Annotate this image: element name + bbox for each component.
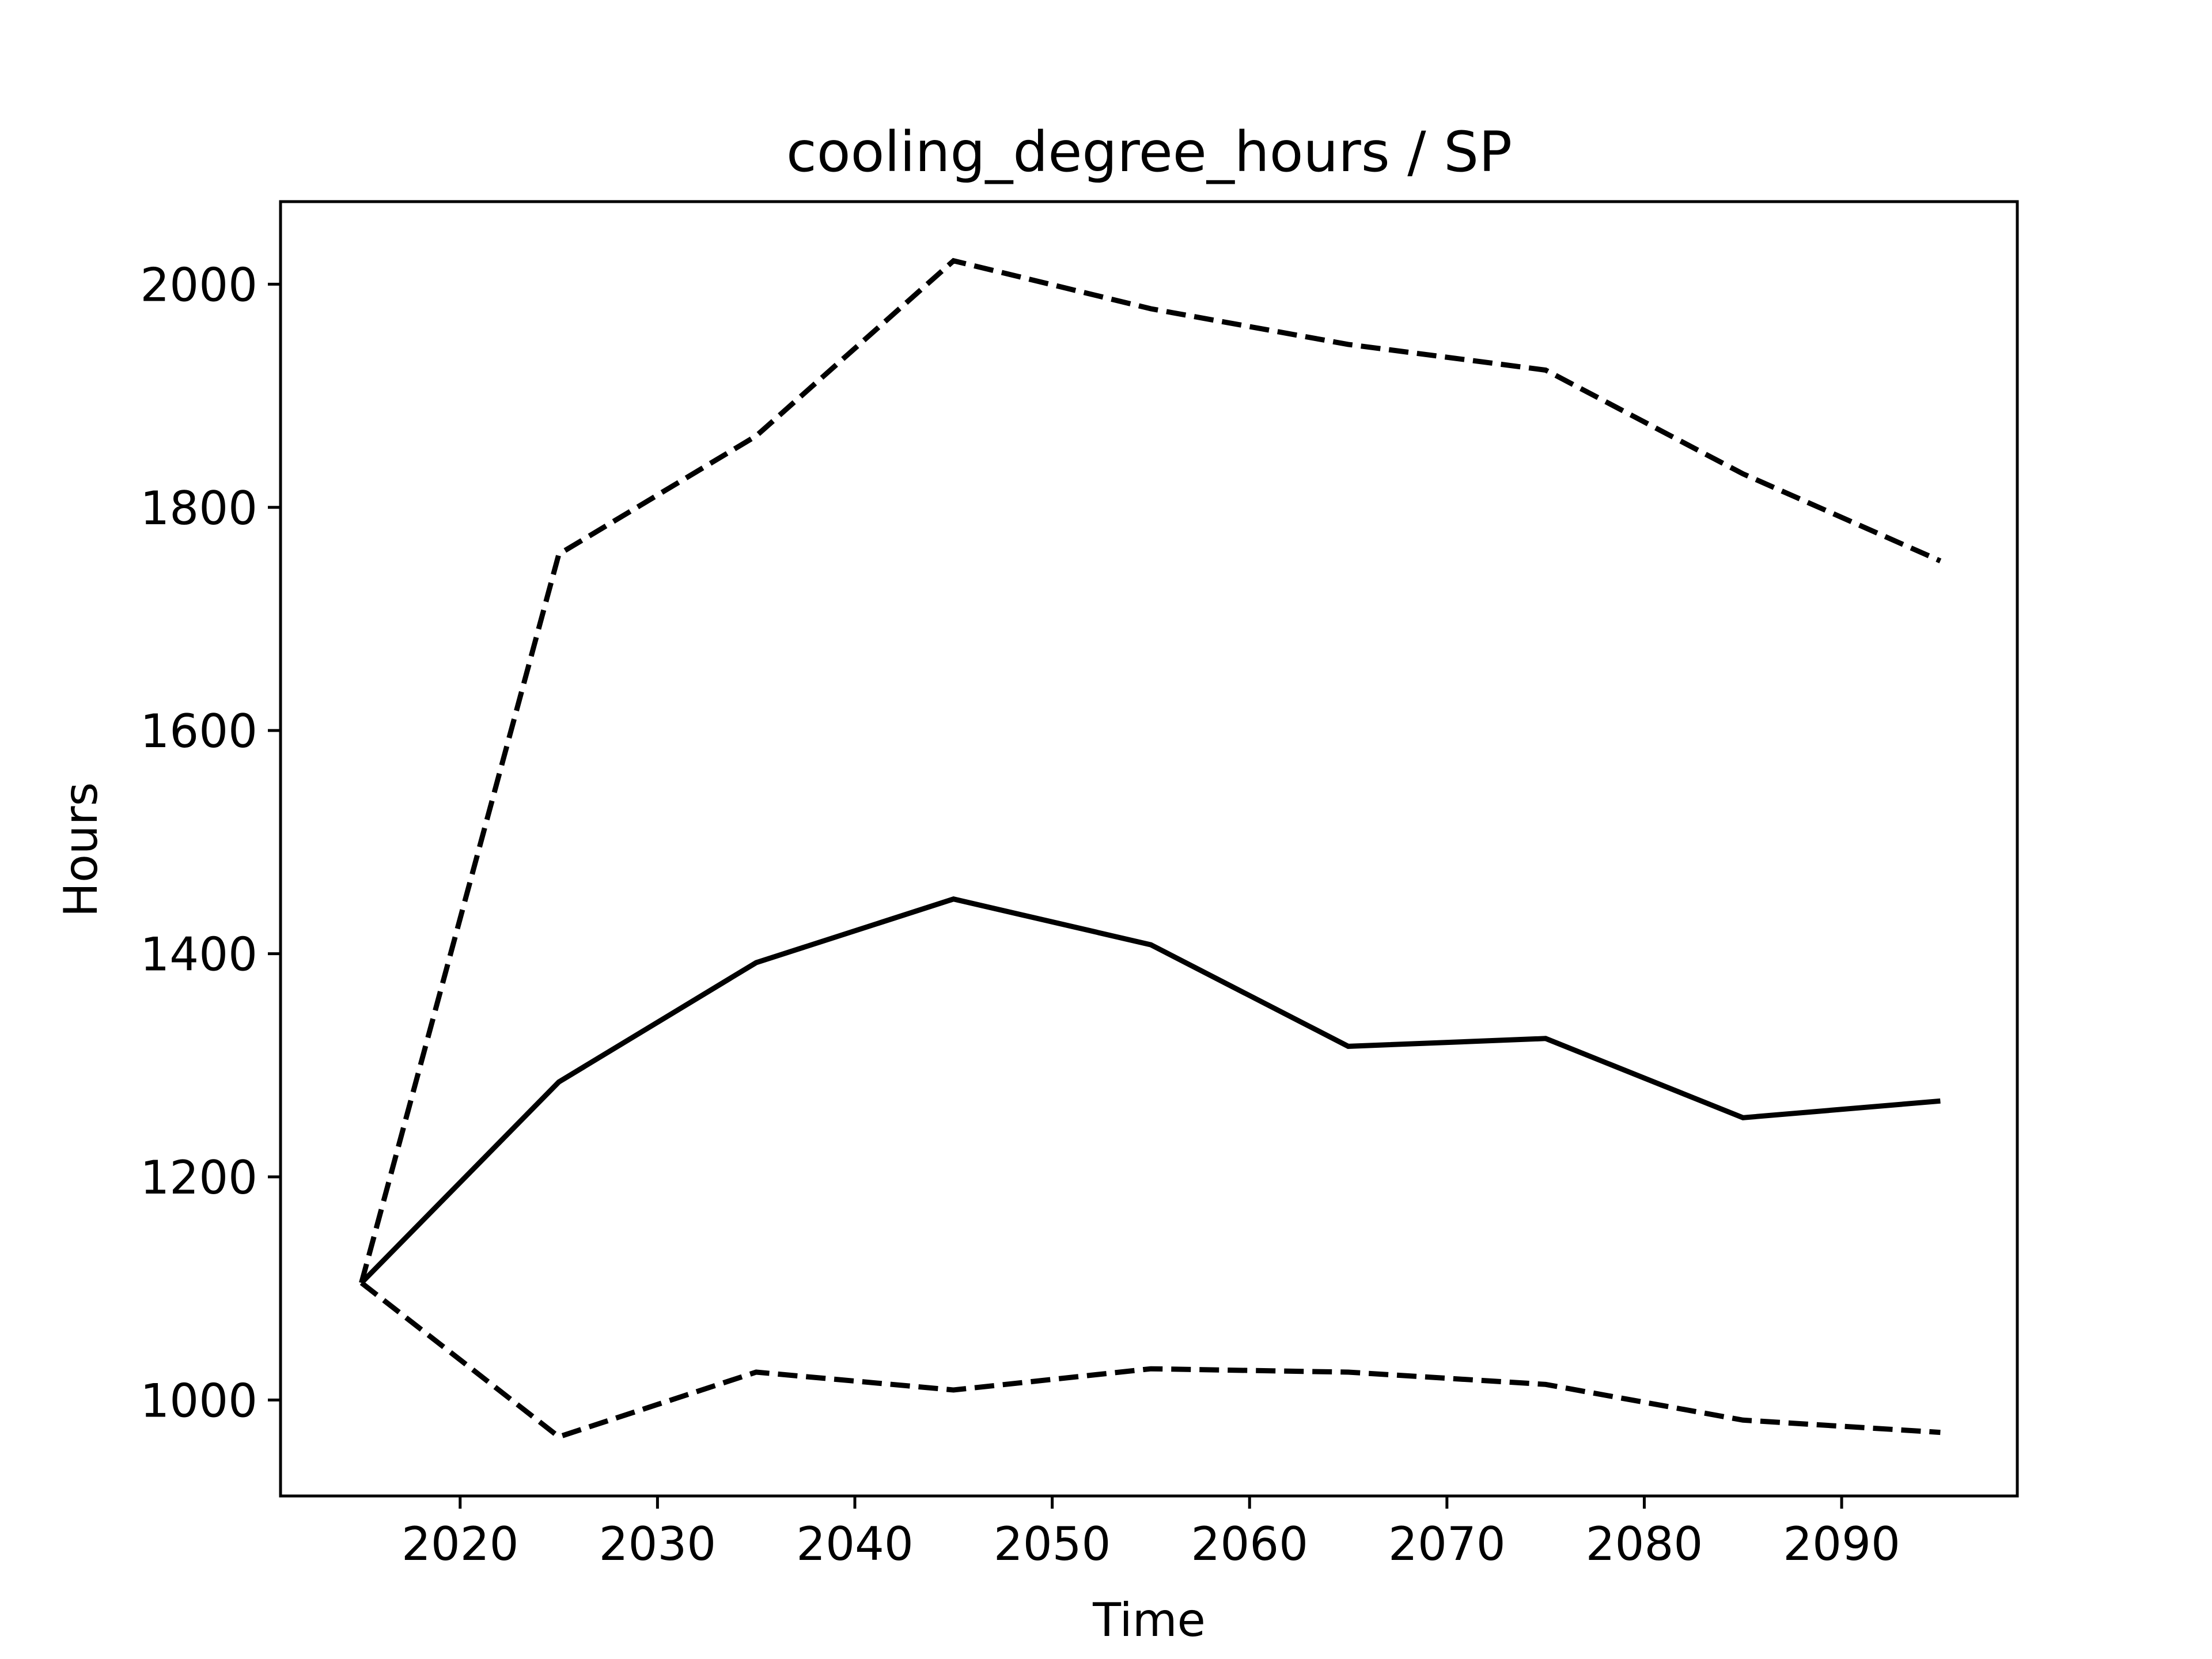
y-axis-ticks: 1000 1200 1400 1600 1800 2000	[140, 258, 281, 1427]
x-axis-ticks: 2020 2030 2040 2050 2060 2070 2080 2090	[402, 1496, 1900, 1571]
x-tick-label: 2020	[402, 1517, 519, 1571]
x-tick-label: 2090	[1783, 1517, 1900, 1571]
y-tick-label: 2000	[140, 258, 257, 312]
x-tick-label: 2070	[1388, 1517, 1506, 1571]
series-layer	[359, 257, 1942, 1440]
x-tick-label: 2060	[1191, 1517, 1308, 1571]
series-line-2	[359, 257, 1942, 1284]
y-tick-label: 1600	[140, 704, 257, 758]
plot-frame	[279, 200, 2019, 1498]
x-axis-label: Time	[1092, 1593, 1206, 1647]
chart-title: cooling_degree_hours / SP	[786, 120, 1512, 184]
series-line-1	[359, 896, 1941, 1285]
x-tick-label: 2040	[796, 1517, 914, 1571]
y-tick-label: 1800	[140, 482, 257, 535]
x-tick-label: 2080	[1586, 1517, 1703, 1571]
x-tick-label: 2050	[994, 1517, 1111, 1571]
y-tick-label: 1200	[140, 1151, 257, 1205]
series-line-3	[359, 1281, 1941, 1440]
y-axis-label: Hours	[54, 782, 108, 917]
y-tick-label: 1400	[140, 928, 257, 982]
y-tick-label: 1000	[140, 1374, 257, 1427]
x-tick-label: 2030	[599, 1517, 717, 1571]
